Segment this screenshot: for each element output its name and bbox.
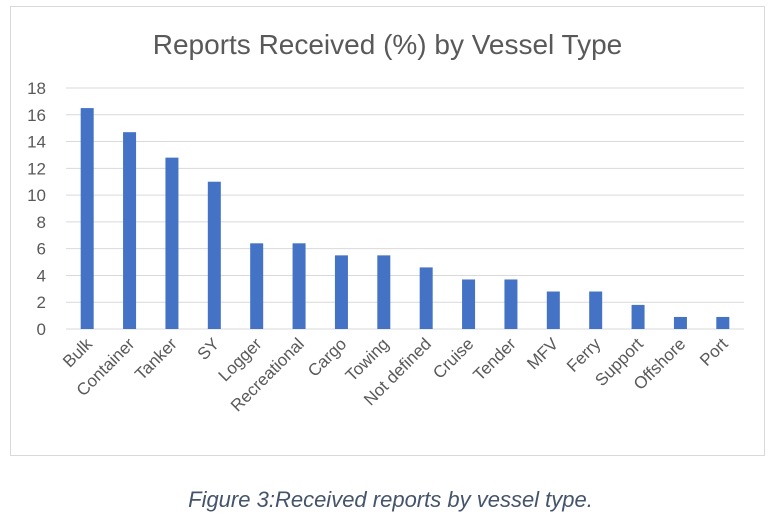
bar [462, 279, 476, 329]
bar [504, 279, 518, 329]
x-tick-label: Cruise [429, 334, 477, 382]
bar [165, 157, 179, 329]
bar [250, 243, 264, 329]
y-tick-label: 10 [27, 186, 46, 205]
y-tick-label: 0 [37, 320, 46, 339]
bar [673, 316, 687, 329]
y-tick-label: 18 [27, 79, 46, 98]
y-tick-label: 2 [37, 293, 46, 312]
bar [631, 304, 645, 329]
bar [334, 255, 348, 329]
y-tick-label: 4 [37, 266, 46, 285]
bar [123, 132, 137, 329]
y-tick-label: 8 [37, 213, 46, 232]
bar [589, 291, 603, 329]
y-tick-label: 12 [27, 159, 46, 178]
x-tick-label: Port [696, 334, 732, 370]
x-tick-label: Tender [470, 334, 520, 384]
bar [419, 267, 433, 329]
bars [80, 108, 730, 329]
y-tick-label: 16 [27, 106, 46, 125]
x-tick-label: Tanker [131, 334, 181, 384]
bar [716, 316, 730, 329]
y-axis-ticks: 0 2 4 6 8 10 12 14 16 18 [27, 79, 46, 339]
bar [292, 243, 306, 329]
bar [377, 255, 391, 329]
bar [80, 108, 94, 329]
x-tick-label: SY [194, 334, 223, 363]
y-tick-label: 14 [27, 133, 46, 152]
y-tick-label: 6 [37, 240, 46, 259]
x-tick-label: MFV [523, 334, 562, 373]
figure-caption: Figure 3:Received reports by vessel type… [188, 487, 593, 512]
gridlines [66, 87, 744, 330]
bar [207, 181, 221, 329]
x-tick-label: Bulk [59, 334, 96, 371]
chart-title: Reports Received (%) by Vessel Type [152, 29, 623, 60]
bar [546, 291, 560, 329]
